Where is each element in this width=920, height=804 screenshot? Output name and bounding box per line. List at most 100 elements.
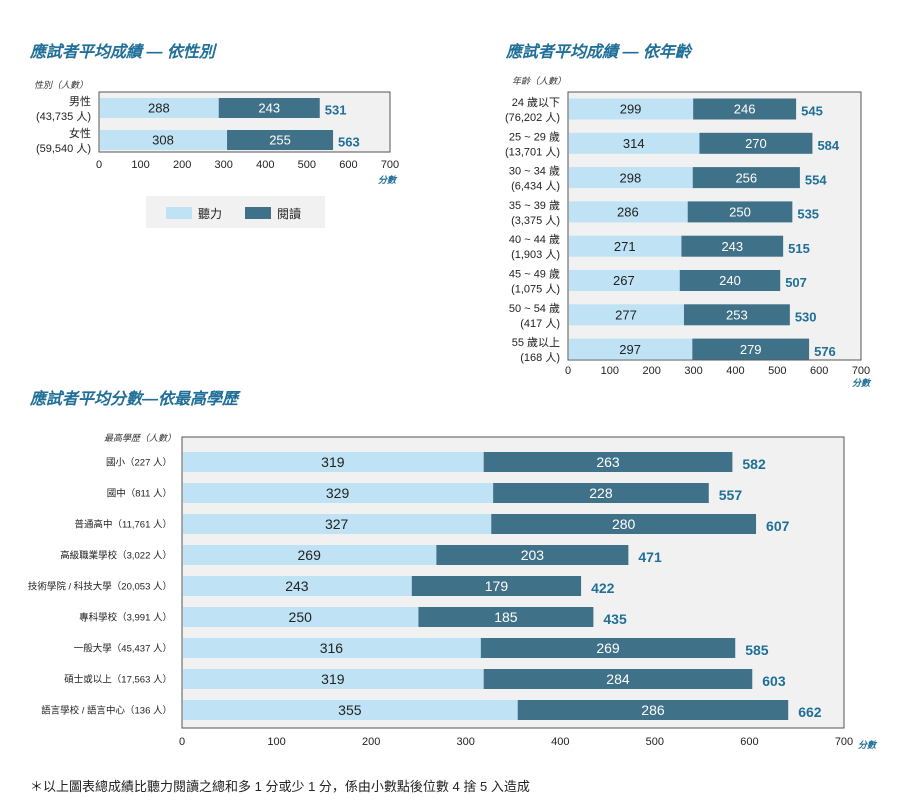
gender-reading-bar xyxy=(227,130,334,150)
age-total-value: 545 xyxy=(801,104,823,119)
age-listening-bar xyxy=(569,201,688,223)
education-listening-value: 319 xyxy=(321,671,345,687)
education-category-label: 一般大學（45,437 人） xyxy=(74,642,172,654)
age-listening-value: 299 xyxy=(620,102,642,117)
legend-reading-swatch xyxy=(245,207,271,219)
age-x-tick: 100 xyxy=(601,365,619,377)
age-listening-value: 297 xyxy=(619,342,641,357)
education-reading-value: 179 xyxy=(485,578,509,594)
gender-x-tick: 600 xyxy=(339,159,357,171)
age-x-tick: 600 xyxy=(810,365,828,377)
age-listening-value: 314 xyxy=(623,136,645,151)
education-reading-bar xyxy=(436,545,629,565)
education-listening-bar xyxy=(183,576,412,596)
education-reading-bar xyxy=(491,514,757,534)
age-reading-value: 250 xyxy=(729,205,751,220)
age-category-count: (76,202 人) xyxy=(505,111,560,124)
age-reading-value: 279 xyxy=(740,342,762,357)
age-y-axis-label: 年齡（人數） xyxy=(512,76,566,86)
age-reading-value: 253 xyxy=(726,307,748,322)
gender-total-value: 531 xyxy=(325,103,347,118)
education-x-tick: 400 xyxy=(551,736,569,748)
education-reading-bar xyxy=(493,483,709,503)
age-listening-bar xyxy=(569,167,693,189)
gender-reading-bar xyxy=(218,98,320,118)
education-chart-title: 應試者平均分數—依最高學歷 xyxy=(30,391,239,408)
education-x-tick: 200 xyxy=(362,736,380,748)
education-reading-value: 269 xyxy=(596,640,620,656)
age-category-label: 55 歲以上 xyxy=(512,335,560,349)
education-total-value: 422 xyxy=(591,580,615,596)
education-listening-bar xyxy=(183,607,419,627)
age-category-count: (1,075 人) xyxy=(511,283,560,296)
education-total-value: 607 xyxy=(766,518,790,534)
age-x-tick: 300 xyxy=(684,365,702,377)
age-listening-value: 286 xyxy=(617,205,639,220)
age-reading-bar xyxy=(693,98,797,120)
education-category-label: 碩士或以上（17,563 人） xyxy=(64,673,172,685)
gender-x-tick: 400 xyxy=(256,159,274,171)
legend-listening-swatch xyxy=(166,207,192,219)
gender-listening-bar xyxy=(100,130,228,150)
education-listening-value: 250 xyxy=(289,609,313,625)
education-listening-bar xyxy=(183,700,518,720)
age-category-label: 50 ~ 54 歲 xyxy=(509,301,560,315)
age-reading-bar xyxy=(681,235,784,257)
gender-chart-title: 應試者平均成績 — 依性別 xyxy=(30,44,215,61)
age-total-value: 584 xyxy=(817,138,839,153)
age-category-count: (168 人) xyxy=(520,351,560,364)
age-x-tick: 0 xyxy=(565,365,571,377)
education-category-label: 技術學院 / 科技大學（20,053 人） xyxy=(28,580,172,592)
age-total-value: 515 xyxy=(788,241,810,256)
age-chart-title: 應試者平均成績 — 依年齡 xyxy=(506,44,691,61)
education-listening-value: 327 xyxy=(325,516,349,532)
age-category-label: 40 ~ 44 歲 xyxy=(509,232,560,246)
education-listening-bar xyxy=(183,545,437,565)
age-listening-bar xyxy=(569,98,694,120)
age-listening-bar xyxy=(569,304,684,326)
education-reading-value: 263 xyxy=(596,454,620,470)
age-category-count: (3,375 人) xyxy=(511,214,560,227)
age-reading-value: 256 xyxy=(735,170,757,185)
education-x-tick: 600 xyxy=(740,736,758,748)
education-reading-bar xyxy=(480,638,736,658)
education-category-label: 高級職業學校（3,022 人） xyxy=(60,549,172,561)
gender-y-axis-label: 性別（人數） xyxy=(34,80,88,90)
age-category-label: 45 ~ 49 歲 xyxy=(509,267,560,281)
age-total-value: 576 xyxy=(814,344,836,359)
age-reading-bar xyxy=(692,338,810,360)
education-category-label: 普通高中（11,761 人） xyxy=(75,518,173,530)
education-reading-bar xyxy=(411,576,582,596)
education-x-tick: 0 xyxy=(179,736,185,748)
age-listening-value: 271 xyxy=(614,239,636,254)
age-category-count: (1,903 人) xyxy=(511,248,560,261)
gender-x-tick: 100 xyxy=(131,159,149,171)
gender-total-value: 563 xyxy=(338,135,360,150)
gender-x-tick: 700 xyxy=(381,159,399,171)
gender-x-tick: 300 xyxy=(215,159,233,171)
age-x-tick: 400 xyxy=(726,365,744,377)
gender-x-tick: 200 xyxy=(173,159,191,171)
education-listening-bar xyxy=(183,514,492,534)
education-x-tick: 500 xyxy=(646,736,664,748)
age-total-value: 530 xyxy=(795,309,817,324)
age-listening-bar xyxy=(569,235,682,257)
education-total-value: 471 xyxy=(638,549,662,565)
age-category-label: 35 ~ 39 歲 xyxy=(509,198,560,212)
age-category-count: (417 人) xyxy=(520,317,560,330)
education-listening-bar xyxy=(183,669,484,689)
education-reading-bar xyxy=(483,452,733,472)
age-category-count: (13,701 人) xyxy=(505,145,560,158)
age-listening-value: 267 xyxy=(613,273,635,288)
age-reading-value: 246 xyxy=(734,102,756,117)
education-y-axis-label: 最高學歷（人數） xyxy=(104,433,176,443)
education-reading-bar xyxy=(517,700,789,720)
gender-category-label: 女性 xyxy=(69,126,91,140)
age-reading-bar xyxy=(687,201,793,223)
age-x-tick: 200 xyxy=(643,365,661,377)
education-listening-value: 319 xyxy=(321,454,345,470)
education-total-value: 435 xyxy=(603,611,627,627)
gender-listening-bar xyxy=(100,98,219,118)
education-x-axis-label: 分數 xyxy=(858,740,878,750)
